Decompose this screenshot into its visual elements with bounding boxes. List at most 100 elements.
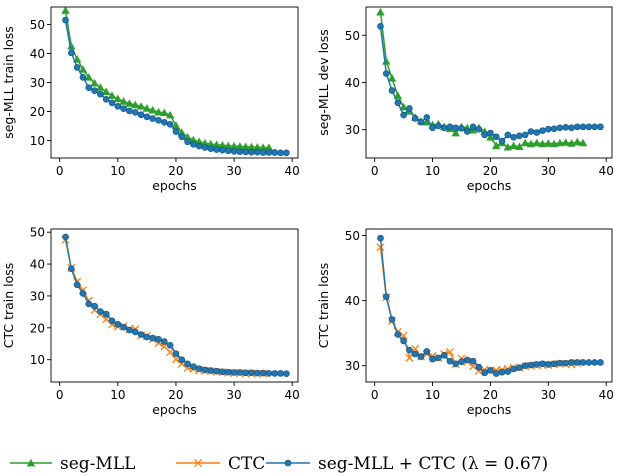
point-circle — [481, 369, 488, 377]
point-circle — [254, 369, 261, 377]
point-circle — [68, 265, 75, 273]
point-circle — [219, 368, 226, 376]
x-tick-label: 30 — [226, 164, 241, 178]
point-triangle — [26, 458, 36, 467]
point-circle — [97, 90, 104, 98]
x-tick-label: 0 — [56, 164, 64, 178]
series-combined — [377, 234, 604, 377]
x-axis-label: epochs — [467, 178, 512, 193]
point-triangle — [422, 117, 431, 126]
point-circle — [568, 359, 575, 366]
point-circle — [259, 369, 267, 377]
point-circle — [516, 132, 523, 140]
point-circle — [79, 290, 87, 297]
point-circle — [585, 123, 593, 131]
point-triangle — [526, 139, 536, 148]
point-circle — [591, 123, 598, 131]
point-circle — [435, 354, 442, 362]
point-circle — [545, 361, 552, 368]
point-triangle — [376, 7, 385, 16]
point-triangle — [399, 102, 408, 111]
point-triangle — [241, 142, 250, 151]
point-circle — [429, 124, 436, 132]
point-circle — [388, 87, 396, 94]
point-circle — [562, 124, 569, 131]
x-tick-label: 30 — [541, 164, 556, 178]
point-triangle — [84, 73, 93, 81]
y-tick-label: 50 — [345, 29, 360, 43]
point-circle — [178, 356, 186, 363]
point-circle — [184, 138, 191, 146]
y-tick-label: 30 — [345, 359, 360, 373]
point-triangle — [578, 138, 588, 147]
point-circle — [195, 365, 203, 372]
point-circle — [463, 356, 471, 364]
point-circle — [277, 149, 284, 157]
point-circle — [248, 148, 255, 156]
point-circle — [516, 364, 523, 371]
point-circle — [283, 149, 290, 157]
point-circle — [85, 300, 93, 308]
x-tick-label: 20 — [483, 164, 498, 178]
point-triangle — [212, 140, 221, 149]
point-circle — [585, 359, 593, 366]
point-circle — [411, 350, 419, 358]
point-circle — [114, 103, 122, 110]
point-circle — [417, 118, 425, 126]
x-tick-label: 40 — [285, 164, 300, 178]
point-circle — [73, 64, 81, 71]
point-circle — [62, 16, 69, 24]
legend-label-seg-mll: seg-MLL — [60, 454, 135, 474]
point-circle — [458, 124, 465, 132]
x-tick-label: 20 — [168, 388, 183, 402]
point-triangle — [520, 138, 530, 147]
point-circle — [207, 367, 215, 374]
y-tick-label: 40 — [30, 47, 45, 61]
series-combined — [62, 16, 290, 157]
point-triangle — [387, 74, 397, 82]
point-circle — [463, 128, 471, 135]
point-circle — [230, 148, 238, 155]
point-circle — [475, 125, 483, 133]
x-tick-label: 30 — [226, 388, 241, 402]
point-circle — [248, 369, 255, 377]
point-circle — [184, 360, 191, 368]
point-circle — [230, 369, 238, 376]
chart-panel-3: 0 10 20 30 40 10 20 30 40 50 epochs CTC train loss — [1, 226, 300, 417]
x-tick-label: 10 — [425, 164, 440, 178]
point-circle — [527, 128, 535, 135]
point-circle — [377, 234, 384, 242]
point-circle — [73, 281, 81, 289]
legend-marker-triangle — [26, 458, 36, 467]
x-tick-label: 30 — [541, 388, 556, 402]
y-tick-label: 30 — [30, 289, 45, 303]
y-tick-label: 40 — [345, 294, 360, 308]
y-tick-label: 10 — [30, 134, 45, 148]
point-circle — [102, 96, 110, 103]
point-triangle — [78, 65, 88, 73]
point-circle — [487, 366, 494, 374]
point-circle — [498, 137, 506, 145]
point-circle — [190, 141, 197, 148]
y-tick-label: 50 — [30, 226, 45, 240]
point-circle — [102, 310, 110, 318]
point-circle — [446, 357, 454, 365]
point-triangle — [67, 42, 76, 50]
point-triangle — [538, 139, 547, 148]
point-circle — [271, 370, 279, 377]
point-circle — [533, 361, 541, 368]
point-triangle — [200, 138, 210, 147]
point-circle — [550, 125, 558, 133]
point-circle — [155, 335, 162, 343]
y-axis-label: seg-MLL train loss — [1, 26, 16, 139]
point-circle — [108, 317, 116, 325]
x-tick-label: 20 — [168, 164, 183, 178]
series-seg_mll — [61, 6, 274, 151]
point-circle — [545, 125, 552, 133]
point-circle — [400, 337, 407, 345]
point-circle — [254, 148, 261, 156]
point-triangle — [573, 137, 582, 146]
point-x — [445, 347, 454, 357]
point-triangle — [90, 78, 99, 87]
